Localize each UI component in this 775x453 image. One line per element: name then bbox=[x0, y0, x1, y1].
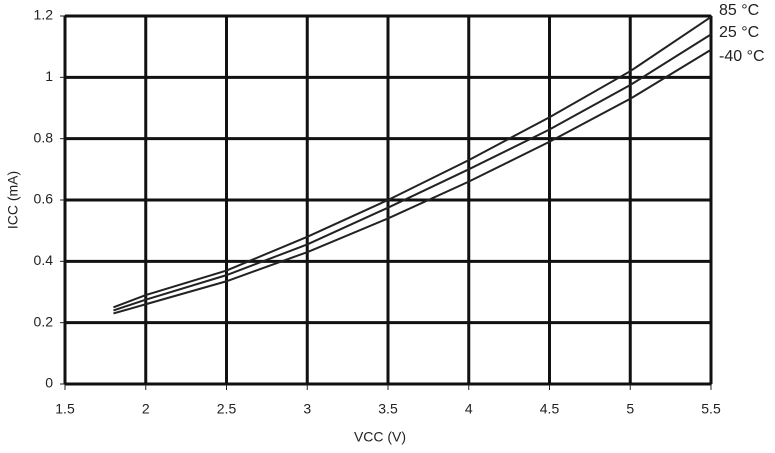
legend-label: 25 °C bbox=[719, 24, 759, 41]
y-tick-label: 0.8 bbox=[34, 129, 54, 145]
x-tick-label: 3.5 bbox=[378, 401, 398, 417]
y-tick-label: 1.2 bbox=[34, 7, 54, 23]
legend-label: -40 °C bbox=[719, 48, 765, 65]
x-tick-label: 5 bbox=[626, 401, 634, 417]
x-tick-label: 5.5 bbox=[701, 401, 721, 417]
x-tick-label: 2 bbox=[142, 401, 150, 417]
y-tick-label: 0 bbox=[45, 375, 53, 391]
x-axis-label: VCC (V) bbox=[354, 429, 406, 445]
x-tick-label: 4.5 bbox=[540, 401, 560, 417]
series-line bbox=[113, 48, 712, 315]
y-tick-label: 0.2 bbox=[34, 313, 54, 329]
x-tick-label: 2.5 bbox=[217, 401, 237, 417]
x-tick-label: 4 bbox=[465, 401, 473, 417]
x-tick-label: 1.5 bbox=[55, 401, 75, 417]
y-tick-label: 0.6 bbox=[34, 191, 54, 207]
y-axis-label: ICC (mA) bbox=[5, 171, 21, 229]
legend-label: 85 °C bbox=[719, 2, 759, 19]
series-line bbox=[113, 16, 712, 309]
y-tick-label: 1 bbox=[45, 68, 53, 84]
series-line bbox=[113, 33, 712, 312]
x-tick-label: 3 bbox=[303, 401, 311, 417]
plot-frame bbox=[64, 15, 712, 385]
y-tick-label: 0.4 bbox=[34, 252, 54, 268]
